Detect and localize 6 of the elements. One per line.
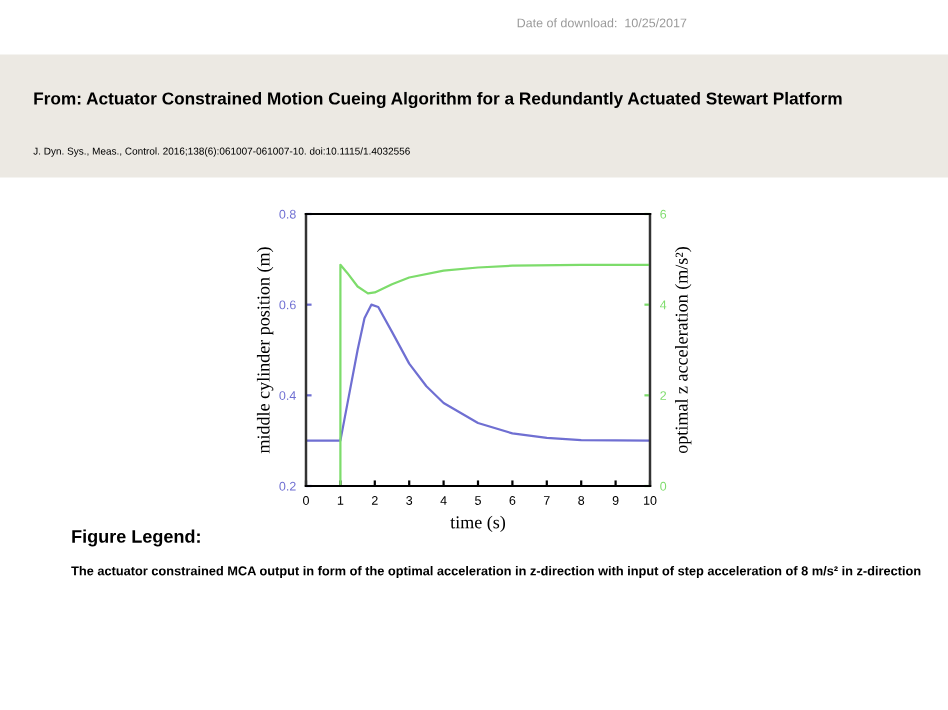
text: Figure Legend: xyxy=(72,529,200,547)
line-series xyxy=(306,303,650,442)
chart-title: From: Actuator Constrained Motion Cueing Algorithm for a Redundantly Actuated Stewart Platform xyxy=(34,91,842,109)
x-axis-title: time (s) xyxy=(450,515,506,533)
y-axis-title: middle cylinder position (m) xyxy=(256,247,274,454)
y2-axis-title: optimal z acceleration (m/s²) xyxy=(675,247,692,454)
